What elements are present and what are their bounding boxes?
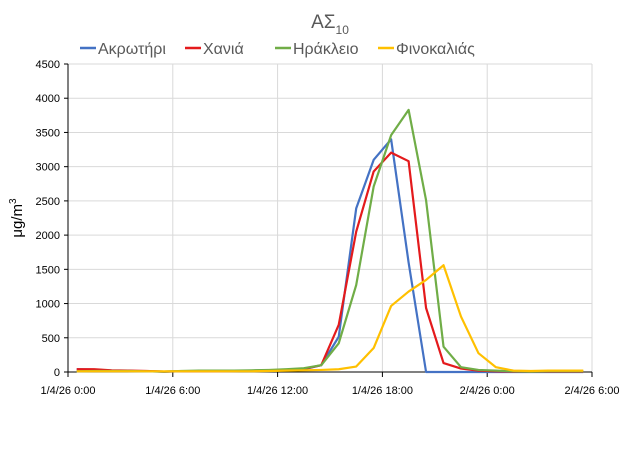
x-tick-label: 2/4/26 0:00 — [460, 385, 515, 397]
y-tick-label: 4500 — [36, 59, 60, 71]
x-tick-label: 1/4/26 0:00 — [40, 385, 95, 397]
legend-item: Φινοκαλιάς — [378, 41, 475, 58]
chart-title-subscript: 10 — [336, 23, 350, 37]
series-line-3 — [76, 264, 584, 373]
y-tick-label: 2000 — [36, 230, 60, 242]
y-tick-label: 500 — [42, 333, 60, 345]
y-tick-label: 1500 — [36, 264, 60, 276]
y-tick-label: 4000 — [36, 93, 60, 105]
gridlines — [68, 63, 593, 372]
legend-label: Χανιά — [203, 41, 244, 58]
series-line-1 — [76, 151, 584, 373]
y-tick-label: 0 — [54, 367, 60, 379]
series-lines — [76, 108, 584, 374]
legend-item: Ακρωτήρι — [80, 41, 166, 58]
series-line-0 — [76, 138, 584, 374]
legend-label: Ηράκλειο — [293, 41, 359, 58]
legend: Ακρωτήρι Χανιά Ηράκλειο Φινοκαλιάς — [80, 41, 475, 58]
y-tick-label: 3500 — [36, 127, 60, 139]
x-tick-label: 1/4/26 6:00 — [145, 385, 200, 397]
series-line-2 — [76, 108, 584, 373]
y-tick-label: 1000 — [36, 299, 60, 311]
x-tick-label: 1/4/26 12:00 — [247, 385, 308, 397]
y-axis-label-superscript: 3 — [8, 198, 19, 204]
x-tick-label: 2/4/26 6:00 — [564, 385, 619, 397]
x-tick-label: 1/4/26 18:00 — [352, 385, 413, 397]
legend-item: Χανιά — [185, 41, 244, 58]
legend-label: Φινοκαλιάς — [396, 41, 475, 58]
y-tick-label: 3000 — [36, 162, 60, 174]
y-tick-label: 2500 — [36, 196, 60, 208]
y-axis-label: μg/m3 — [8, 198, 26, 238]
legend-label: Ακρωτήρι — [98, 41, 166, 58]
legend-item: Ηράκλειο — [275, 41, 359, 58]
chart-title: ΑΣ10 — [311, 12, 349, 37]
axes: 0 500 1000 1500 2000 2500 3000 3500 4000 4500 1/4/… — [36, 59, 620, 397]
